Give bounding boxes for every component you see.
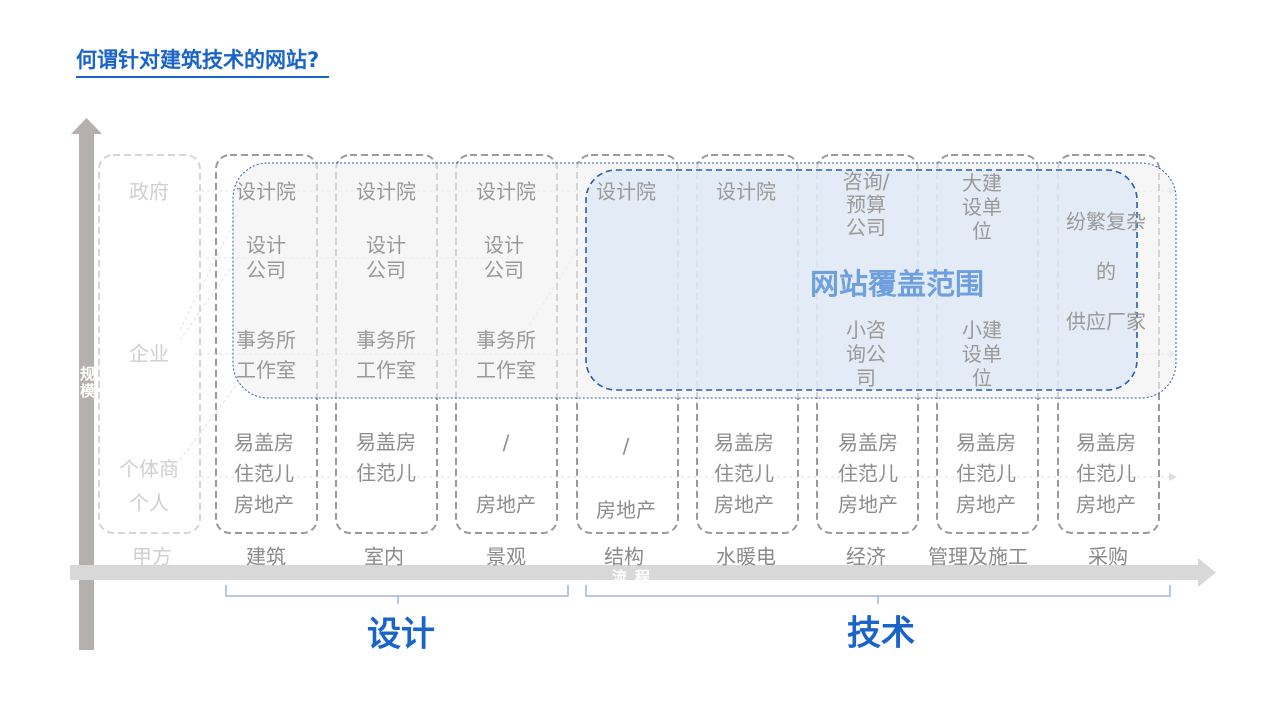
horizontal-axis-arrowhead [1198, 558, 1216, 587]
economy-bottom: 易盖房 住范儿 房地产 [838, 430, 898, 517]
page-title: 何谓针对建筑技术的网站? [76, 44, 330, 78]
structure-top: 设计院 [596, 179, 656, 204]
group-tech-label: 技术 [847, 613, 915, 654]
mep-label: 水暖电 [716, 544, 776, 569]
mep-bottom: 易盖房 住范儿 房地产 [714, 430, 774, 517]
architecture-low: 事务所 工作室 [236, 328, 296, 382]
interior-mid: 设计 公司 [366, 233, 406, 282]
architecture-top: 设计院 [236, 179, 296, 204]
landscape-mid: 设计 公司 [484, 233, 524, 282]
structure-label: 结构 [604, 544, 644, 569]
mep-top: 设计院 [716, 179, 776, 204]
vertical-axis-label: 规模 [78, 366, 96, 400]
vertical-axis-arrowhead [71, 118, 102, 134]
procurement-bottom: 易盖房 住范儿 房地产 [1076, 430, 1136, 517]
landscape-label: 景观 [486, 544, 526, 569]
structure-bottom: / 房地产 [596, 434, 656, 522]
architecture-mid: 设计 公司 [246, 233, 286, 282]
architecture-label: 建筑 [246, 544, 286, 569]
vertical-axis [79, 133, 94, 650]
landscape-top: 设计院 [476, 179, 536, 204]
interior-bottom: 易盖房 住范儿 [356, 430, 416, 485]
group-design-label: 设计 [367, 614, 435, 655]
construction-bottom: 易盖房 住范儿 房地产 [956, 430, 1016, 517]
coverage-region [585, 169, 1138, 391]
tech-bracket [585, 585, 1171, 604]
architecture-bottom: 易盖房 住范儿 房地产 [234, 430, 294, 517]
landscape-low: 事务所 工作室 [476, 328, 536, 382]
economy-low: 小咨 询公 司 [846, 318, 886, 390]
client-gov: 政府 [129, 179, 169, 204]
design-bracket [225, 585, 569, 604]
horizontal-axis [70, 565, 1200, 580]
interior-label: 室内 [364, 544, 404, 569]
construction-low: 小建 设单 位 [962, 318, 1002, 390]
coverage-label: 网站覆盖范围 [809, 267, 985, 301]
interior-low: 事务所 工作室 [356, 328, 416, 382]
procurement-top: 纷繁复杂 的 供应厂家 [1066, 209, 1146, 334]
interior-top: 设计院 [356, 179, 416, 204]
construction-top: 大建 设单 位 [962, 171, 1002, 243]
landscape-bottom: / 房地产 [476, 430, 536, 517]
client-box [98, 154, 201, 534]
client-individual: 个体商 个人 [119, 457, 179, 515]
construction-label: 管理及施工 [928, 544, 1028, 569]
procurement-label: 采购 [1088, 544, 1128, 569]
client-corp: 企业 [129, 341, 169, 366]
horizontal-axis-label: 流程 [612, 568, 659, 586]
economy-top: 咨询/ 预算 公司 [842, 169, 890, 240]
client-label: 甲方 [132, 544, 172, 569]
economy-label: 经济 [846, 544, 886, 569]
